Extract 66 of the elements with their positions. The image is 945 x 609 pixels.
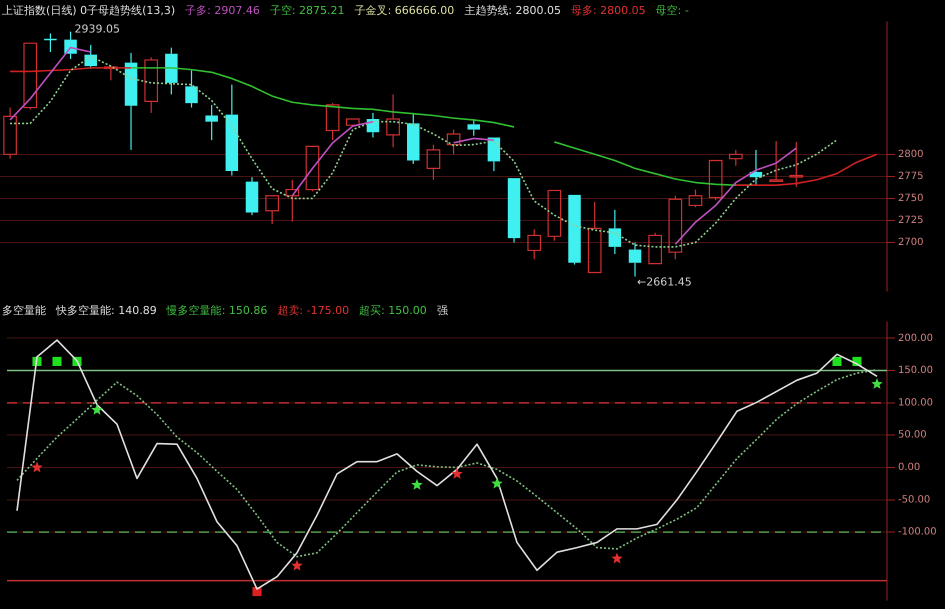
candlestick: [628, 242, 642, 278]
candlestick: [3, 106, 17, 160]
text: 超买: 150.00: [359, 304, 427, 317]
y-tick-label: -100.00: [898, 526, 937, 538]
point: [291, 560, 303, 571]
text: 子空: 2875.21: [270, 4, 345, 17]
candlestick: [326, 102, 340, 141]
point: [31, 461, 43, 472]
text: 母多: 2800.05: [570, 4, 646, 17]
y-tick-label: 2725: [898, 215, 924, 226]
text: 多空量能: [2, 304, 46, 317]
text: 快多空量能: 140.89: [56, 304, 157, 317]
candlestick: [185, 70, 198, 108]
point: [832, 356, 842, 366]
candlestick: [789, 141, 804, 188]
y-tick-label: 150.00: [898, 365, 933, 376]
point: [611, 552, 623, 564]
candlestick: [23, 42, 38, 110]
candlestick: [467, 119, 480, 136]
candlestick: [488, 138, 500, 172]
candlestick: [285, 179, 300, 222]
candlestick: [104, 66, 118, 81]
y-tick-label: 50.00: [898, 430, 927, 441]
text: 子金叉: 666666.00: [354, 4, 454, 17]
candlestick: [144, 56, 158, 114]
y-tick-label: -50.00: [898, 494, 930, 506]
candlestick: [165, 46, 178, 95]
candlestick: [588, 201, 602, 274]
candlestick: [728, 149, 743, 166]
candlestick: [386, 94, 400, 148]
candlestick: [205, 104, 218, 141]
candlestick: [648, 232, 662, 264]
text: 母空: -: [656, 4, 689, 17]
point: [52, 356, 62, 366]
text: 强: [436, 304, 448, 317]
y-tick-label: 100.00: [898, 397, 933, 408]
candlestick: [265, 195, 279, 225]
y-tick-label: 0.00: [898, 462, 920, 474]
chart-title: 上证指数(日线) 0子母趋势线(13,3): [2, 4, 176, 17]
text: 超卖: -175.00: [277, 304, 350, 317]
candlestick: [527, 228, 542, 260]
y-tick-label: 2775: [898, 170, 924, 182]
candlestick: [84, 44, 97, 70]
annotation: ←2661.45: [637, 275, 692, 288]
annotation: 2939.05: [74, 22, 120, 36]
candlestick: [668, 195, 682, 260]
point: [91, 404, 103, 415]
y-tick-label: 200.00: [898, 332, 933, 344]
y-tick-label: 2700: [898, 237, 924, 248]
text: 子多: 2907.46: [185, 4, 260, 17]
candlestick: [44, 32, 57, 53]
y-tick-label: 2750: [898, 192, 924, 204]
candlestick: [769, 140, 783, 182]
candlestick: [124, 52, 138, 150]
point: [871, 378, 883, 389]
candlestick: [608, 209, 622, 255]
y-tick-label: 2800: [898, 148, 924, 160]
point: [491, 478, 503, 488]
text: 主趋势线: 2800.05: [464, 4, 561, 17]
candlestick: [407, 112, 420, 165]
point: [451, 468, 463, 479]
candlestick: [446, 129, 460, 155]
point: [411, 478, 423, 490]
candlestick: [426, 144, 440, 180]
candlestick: [226, 84, 238, 176]
text: 慢多空量能: 150.86: [166, 304, 268, 317]
